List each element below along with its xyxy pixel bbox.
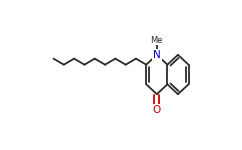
Text: N: N [153,50,161,60]
Text: Me: Me [151,36,163,45]
Text: O: O [153,105,161,115]
